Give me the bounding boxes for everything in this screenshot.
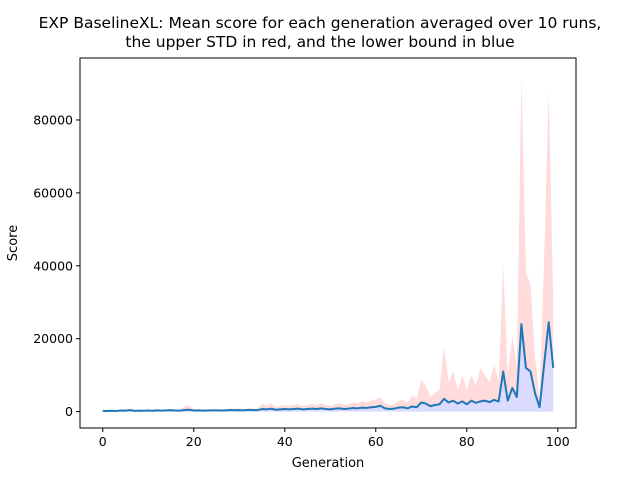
x-tick-label: 60 xyxy=(368,434,384,449)
y-tick-label: 20000 xyxy=(33,331,73,346)
upper-std-band xyxy=(102,76,554,412)
x-tick-label: 100 xyxy=(546,434,570,449)
x-axis: 0 20 40 60 80 100 xyxy=(99,428,570,449)
mean-score-line xyxy=(102,321,555,413)
x-tick-label: 80 xyxy=(459,434,475,449)
x-tick-label: 40 xyxy=(277,434,293,449)
y-axis: 0 20000 40000 60000 80000 xyxy=(33,112,80,419)
lower-bound-band xyxy=(102,322,554,412)
x-tick-label: 20 xyxy=(186,434,202,449)
x-axis-label: Generation xyxy=(292,456,365,471)
plot-frame xyxy=(79,57,577,429)
y-tick-label: 40000 xyxy=(33,258,73,273)
x-tick-label: 0 xyxy=(99,434,107,449)
chart-title: EXP BaselineXL: Mean score for each gene… xyxy=(38,14,602,51)
y-tick-label: 0 xyxy=(65,404,73,419)
y-tick-label: 60000 xyxy=(33,185,73,200)
y-axis-label: Score xyxy=(6,225,21,261)
plot-area xyxy=(79,57,577,429)
y-tick-label: 80000 xyxy=(33,112,73,127)
